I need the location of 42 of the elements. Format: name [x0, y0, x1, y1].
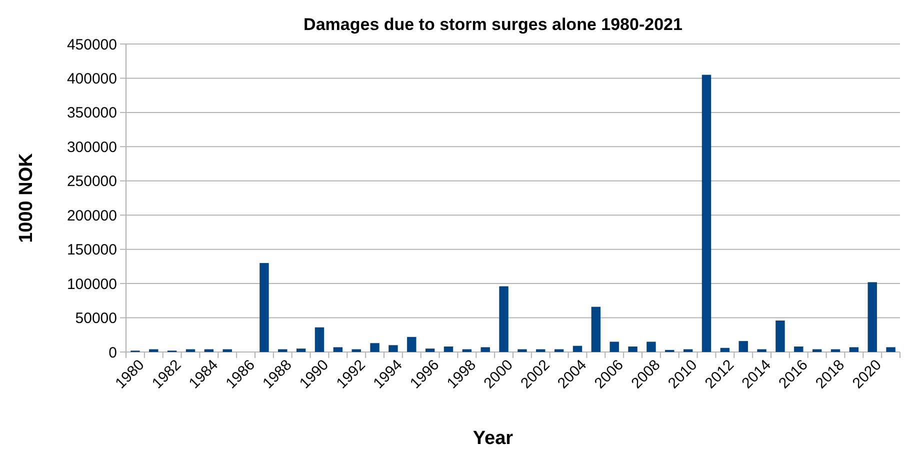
bar — [776, 320, 785, 352]
y-tick-label: 400000 — [66, 70, 117, 88]
bar — [757, 349, 766, 352]
bar — [314, 327, 324, 352]
x-axis-title: Year — [472, 428, 514, 449]
bar — [591, 306, 601, 352]
bar — [149, 349, 158, 352]
bar — [646, 342, 656, 352]
y-tick-label: 0 — [108, 344, 117, 362]
bar — [518, 349, 527, 352]
y-axis-title: 1000 NOK — [16, 152, 37, 243]
y-tick-label: 100000 — [66, 276, 117, 293]
bar — [333, 347, 343, 352]
bar — [702, 74, 712, 352]
bar — [794, 346, 804, 352]
bar — [278, 349, 288, 352]
bar — [628, 346, 638, 352]
bar — [868, 282, 877, 352]
bar — [388, 345, 398, 352]
y-tick-label: 200000 — [66, 207, 117, 224]
y-tick-label: 150000 — [66, 242, 117, 259]
bar — [480, 347, 490, 352]
bar — [425, 348, 435, 352]
bar — [370, 343, 380, 352]
bar — [572, 346, 582, 352]
bar — [849, 347, 859, 352]
bar — [444, 346, 454, 352]
bar — [720, 348, 730, 352]
bar — [536, 349, 546, 352]
y-tick-label: 300000 — [66, 138, 117, 156]
bar — [738, 341, 748, 352]
chart-title: Damages due to storm surges alone 1980-2021 — [304, 15, 682, 34]
y-tick-label: 250000 — [66, 173, 117, 190]
bar — [407, 336, 416, 352]
y-tick-label: 450000 — [66, 36, 117, 54]
y-tick-label: 350000 — [66, 104, 117, 122]
bar — [296, 348, 306, 352]
y-tick-label: 50000 — [75, 310, 117, 328]
bar — [260, 263, 269, 352]
bar — [499, 286, 508, 352]
bar — [886, 347, 896, 352]
bar — [610, 342, 619, 352]
